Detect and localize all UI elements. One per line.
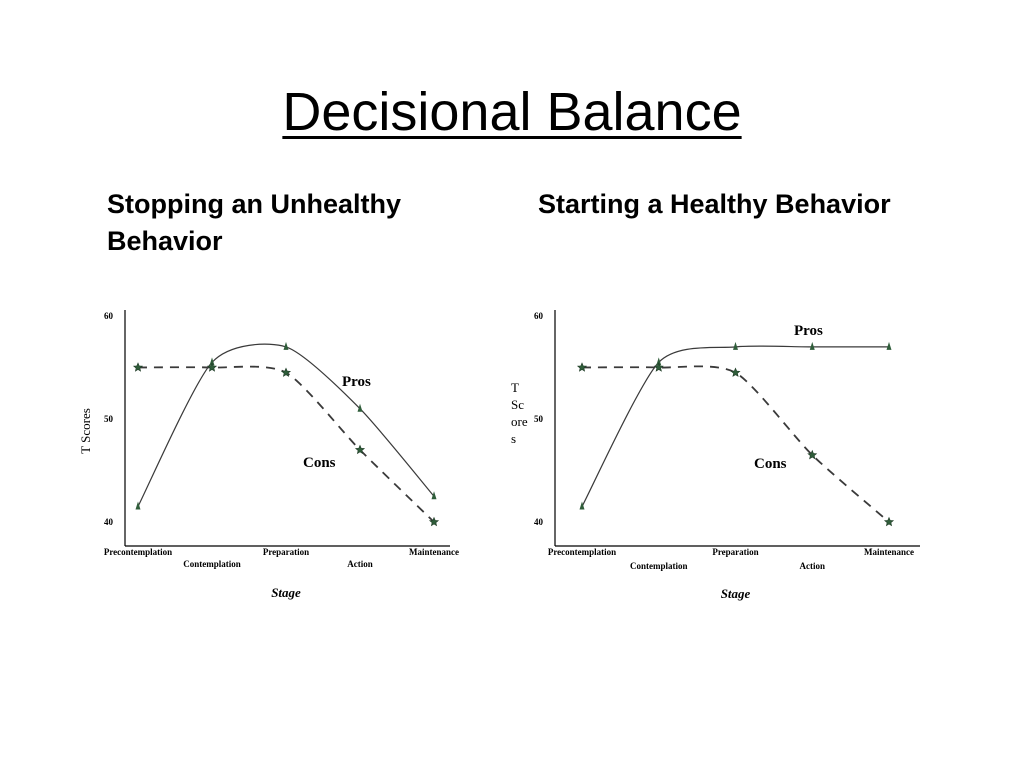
- y-tick-label-40: 40: [104, 517, 114, 527]
- y-axis-title-part-4: s: [511, 431, 516, 446]
- x-category-label-action: Action: [347, 559, 373, 569]
- y-tick-label-60: 60: [534, 311, 544, 321]
- cons-series-line: [581, 365, 890, 523]
- cons-series-line: [137, 365, 435, 523]
- x-category-label-precontemplation: Precontemplation: [104, 547, 172, 557]
- left-panel-heading: Stopping an Unhealthy Behavior: [107, 189, 401, 256]
- cons-point-maintenance: [428, 516, 440, 527]
- starting-healthy-chart: 40 50 60 Precontemplation Contemplation Prepa…: [511, 310, 920, 601]
- slide-title-text: Decisional Balance: [282, 82, 742, 142]
- pros-point-action: [809, 341, 815, 350]
- x-axis-title: Stage: [271, 585, 301, 600]
- x-category-label-contemplation: Contemplation: [630, 561, 688, 571]
- pros-point-contemplation: [209, 357, 215, 366]
- pros-point-precontemplation: [135, 501, 141, 510]
- cons-point-preparation: [730, 367, 741, 377]
- pros-point-contemplation: [656, 357, 662, 366]
- cons-point-action: [807, 449, 818, 460]
- pros-point-precontemplation: [579, 501, 585, 510]
- y-tick-label-60: 60: [104, 311, 114, 321]
- right-panel-heading: Starting a Healthy Behavior: [538, 189, 891, 219]
- slide-title: Decisional Balance: [0, 80, 1024, 144]
- cons-point-precontemplation: [576, 362, 588, 372]
- x-category-label-action: Action: [800, 561, 826, 571]
- cons-point-precontemplation: [132, 362, 144, 372]
- cons-series-label: Cons: [754, 456, 787, 472]
- y-axis-title-part-3: ore: [511, 414, 528, 429]
- y-tick-label-50: 50: [534, 414, 544, 424]
- y-axis-title: T Scores: [78, 408, 93, 454]
- cons-point-action: [354, 444, 366, 455]
- pros-point-preparation: [283, 341, 289, 350]
- x-axis-title: Stage: [721, 586, 751, 601]
- stopping-unhealthy-chart: 40 50 60 Precontemplation Contemplation Prepa…: [78, 310, 459, 600]
- cons-point-preparation: [280, 367, 292, 377]
- x-category-label-maintenance: Maintenance: [409, 547, 459, 557]
- x-category-label-precontemplation: Precontemplation: [548, 547, 616, 557]
- x-category-label-preparation: Preparation: [712, 547, 758, 557]
- pros-point-maintenance: [431, 491, 437, 500]
- pros-point-maintenance: [886, 341, 892, 350]
- pros-series-line: [581, 345, 889, 507]
- cons-point-maintenance: [883, 516, 895, 527]
- y-tick-label-40: 40: [534, 517, 544, 527]
- pros-point-preparation: [733, 341, 738, 350]
- x-category-label-preparation: Preparation: [263, 547, 309, 557]
- cons-point-contemplation: [206, 362, 218, 372]
- pros-series-label: Pros: [794, 323, 823, 339]
- x-category-label-maintenance: Maintenance: [864, 547, 914, 557]
- x-category-label-contemplation: Contemplation: [183, 559, 241, 569]
- y-tick-label-50: 50: [104, 414, 114, 424]
- y-axis-title-part-1: T: [511, 380, 519, 395]
- pros-point-action: [357, 403, 363, 412]
- cons-point-contemplation: [653, 362, 664, 372]
- cons-series-label: Cons: [303, 455, 336, 471]
- y-axis-title-part-2: Sc: [511, 397, 524, 412]
- pros-series-label: Pros: [342, 374, 371, 390]
